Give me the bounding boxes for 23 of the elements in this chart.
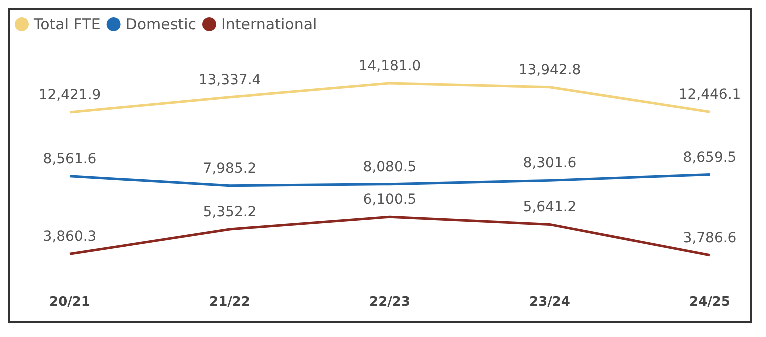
data-label: 8,561.6 bbox=[43, 151, 97, 168]
data-label: 5,352.2 bbox=[203, 204, 257, 220]
legend-label: International bbox=[221, 16, 318, 34]
data-label: 13,942.8 bbox=[518, 62, 582, 78]
data-label: 3,860.3 bbox=[43, 229, 97, 246]
legend-label: Domestic bbox=[126, 16, 196, 34]
x-tick-label: 20/21 bbox=[50, 295, 90, 310]
data-label: 7,985.2 bbox=[203, 160, 257, 177]
x-tick-label: 24/25 bbox=[690, 295, 730, 310]
data-label: 8,659.5 bbox=[683, 150, 737, 166]
data-label: 12,421.9 bbox=[38, 88, 102, 104]
data-label: 5,641.2 bbox=[523, 200, 577, 216]
data-label: 14,181.0 bbox=[358, 58, 422, 74]
data-label: 13,337.4 bbox=[198, 72, 262, 88]
data-label: 8,301.6 bbox=[523, 156, 577, 172]
legend-label: Total FTE bbox=[33, 16, 101, 34]
x-tick-label: 21/22 bbox=[210, 295, 250, 310]
data-label: 6,100.5 bbox=[363, 192, 417, 208]
x-tick-label: 23/24 bbox=[530, 295, 570, 310]
data-label: 3,786.6 bbox=[683, 230, 737, 246]
data-label: 8,080.5 bbox=[363, 159, 417, 176]
data-label: 12,446.1 bbox=[678, 87, 742, 104]
x-tick-label: 22/23 bbox=[370, 295, 410, 310]
